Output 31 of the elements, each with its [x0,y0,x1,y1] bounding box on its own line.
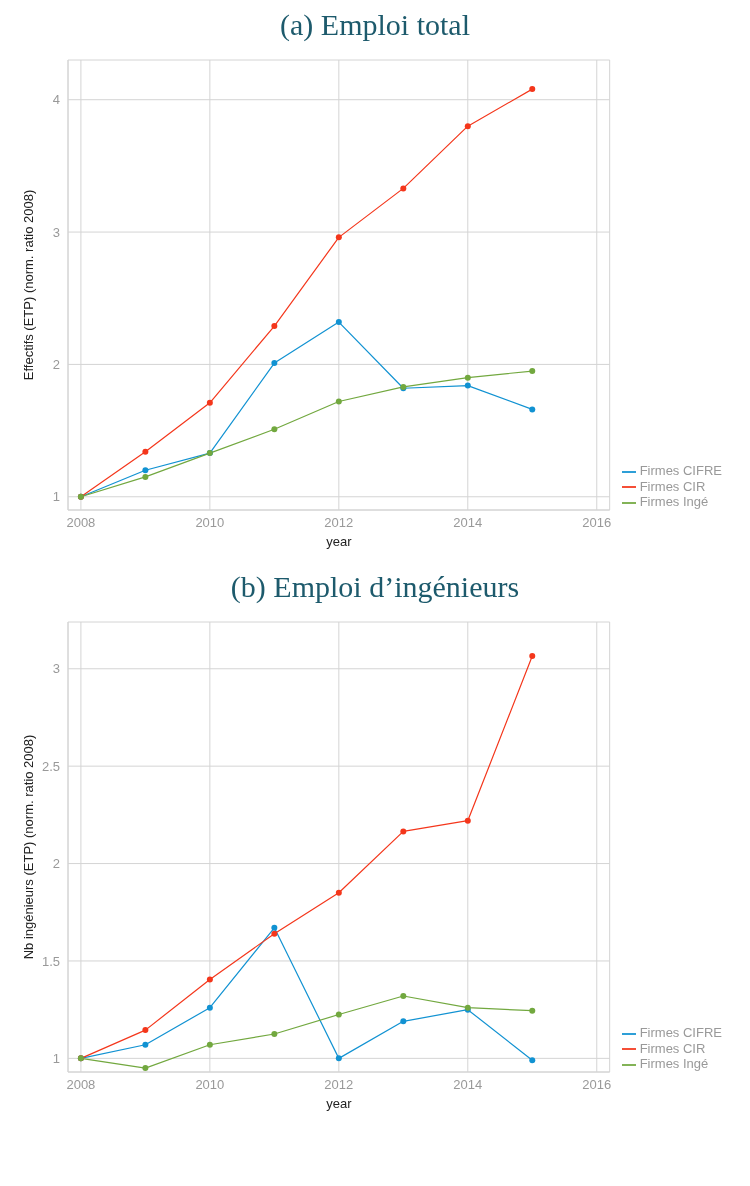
x-tick-label: 2016 [582,515,612,531]
x-tick-label: 2014 [453,1077,483,1093]
x-axis-title: year [326,1096,353,1111]
x-tick-label: 2010 [195,1077,225,1093]
legend-label: Firmes CIR [639,478,706,494]
legend-label: Firmes Ingé [639,494,709,510]
x-tick-label: 2016 [582,1077,612,1093]
y-tick-label: 1 [52,489,60,505]
y-tick-label: 1 [52,1050,60,1066]
x-tick-label: 2012 [324,515,354,531]
y-tick-label: 4 [52,92,60,108]
x-tick-label: 2008 [66,1077,96,1093]
y-axis-title: Nb ingénieurs (ETP) (norm. ratio 2008) [20,734,36,960]
y-tick-label: 2.5 [41,758,60,774]
y-axis-title: Effectifs (ETP) (norm. ratio 2008) [20,189,36,381]
y-tick-label: 2 [52,357,60,373]
y-tick-label: 1.5 [41,953,60,969]
legend-label: Firmes CIFRE [639,463,722,479]
x-tick-label: 2014 [453,515,483,531]
legend-label: Firmes Ingé [639,1056,709,1072]
x-tick-label: 2010 [195,515,225,531]
x-tick-label: 2012 [324,1077,354,1093]
x-axis-title: year [326,534,353,549]
x-tick-label: 2008 [66,515,96,531]
legend-label: Firmes CIFRE [639,1025,722,1041]
y-tick-label: 3 [52,661,60,677]
y-tick-label: 3 [52,224,60,240]
y-tick-label: 2 [52,856,60,872]
legend-label: Firmes CIR [639,1040,706,1056]
chart-title: (b) Emploi d’ingénieurs [229,570,521,604]
chart-title: (a) Emploi total [279,8,471,42]
